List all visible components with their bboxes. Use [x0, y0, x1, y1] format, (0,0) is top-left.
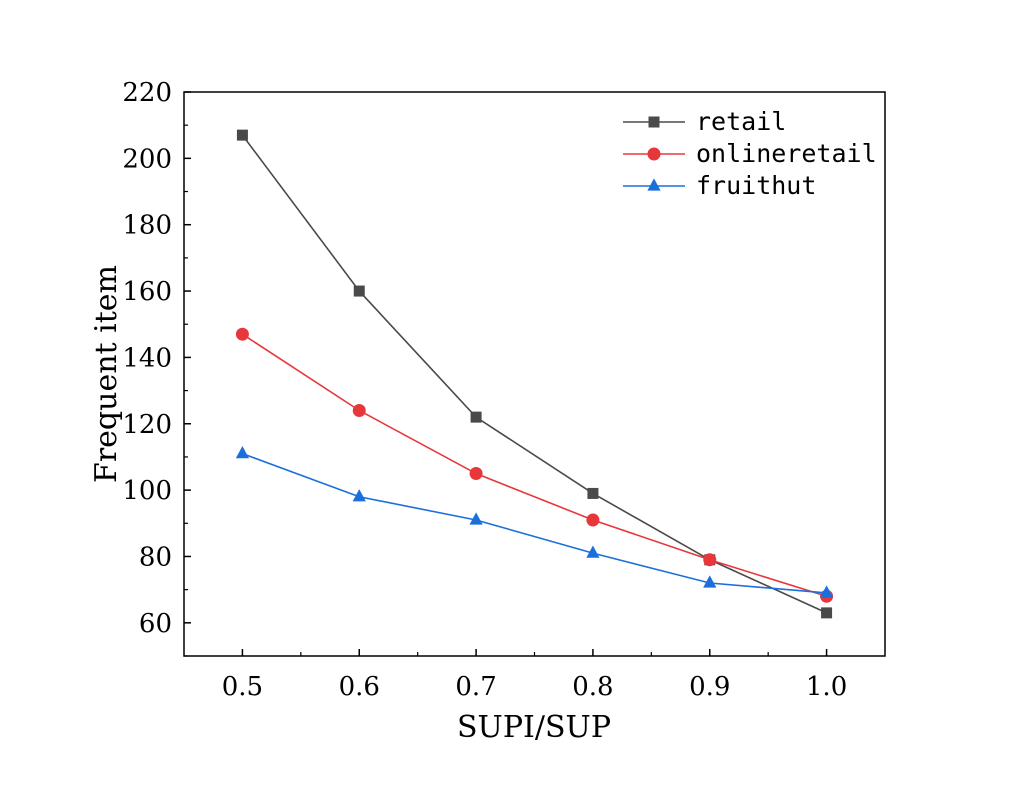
data-point: [647, 178, 661, 191]
x-axis: 0.5 0.6 0.7 0.8 0.9 1.0: [222, 649, 847, 702]
series-layer: [235, 129, 834, 619]
data-point: [819, 585, 834, 598]
x-tick-label: 0.6: [339, 672, 380, 702]
y-tick-label: 220: [122, 78, 172, 108]
legend-label: retail: [696, 107, 786, 136]
y-tick-label: 100: [122, 476, 172, 506]
x-axis-title: SUPI/SUP: [457, 710, 611, 745]
data-point: [352, 403, 366, 417]
series-line: [242, 452, 827, 594]
data-point: [235, 446, 250, 459]
x-tick-label: 1.0: [806, 672, 847, 702]
legend: retail onlineretail fruithut: [623, 107, 877, 200]
legend-label: fruithut: [696, 171, 816, 200]
data-point: [352, 489, 366, 502]
legend-label: onlineretail: [696, 139, 877, 168]
x-tick-label: 0.7: [455, 672, 496, 702]
x-tick-label: 0.9: [689, 672, 730, 702]
y-axis: 60 80 100 120 140 160 180 200 220: [122, 78, 191, 657]
series-onlineretail: [235, 327, 834, 603]
series-fruithut: [235, 446, 834, 598]
y-tick-label: 80: [139, 542, 172, 572]
data-point: [648, 116, 660, 128]
legend-item: retail: [623, 107, 786, 136]
y-tick-label: 140: [122, 343, 172, 373]
data-point: [703, 553, 717, 567]
y-tick-label: 120: [122, 410, 172, 440]
y-axis-title: Frequent item: [89, 265, 124, 483]
data-point: [469, 512, 483, 525]
data-point: [469, 467, 483, 481]
data-point: [586, 545, 600, 558]
x-tick-label: 0.5: [222, 672, 263, 702]
data-point: [703, 575, 717, 588]
series-retail: [236, 129, 833, 619]
data-point: [353, 285, 365, 297]
legend-item: onlineretail: [623, 139, 877, 168]
y-tick-label: 200: [122, 144, 172, 174]
legend-item: fruithut: [623, 171, 816, 200]
data-point: [586, 513, 600, 527]
x-tick-label: 0.8: [572, 672, 613, 702]
data-point: [235, 327, 249, 341]
y-tick-label: 180: [122, 211, 172, 241]
series-line: [241, 333, 827, 598]
data-point: [470, 411, 482, 423]
data-point: [647, 147, 661, 161]
data-point: [236, 129, 248, 141]
data-point: [821, 607, 833, 619]
series-line: [241, 134, 827, 614]
y-tick-label: 60: [139, 609, 172, 639]
data-point: [587, 487, 599, 499]
y-tick-label: 160: [122, 277, 172, 307]
